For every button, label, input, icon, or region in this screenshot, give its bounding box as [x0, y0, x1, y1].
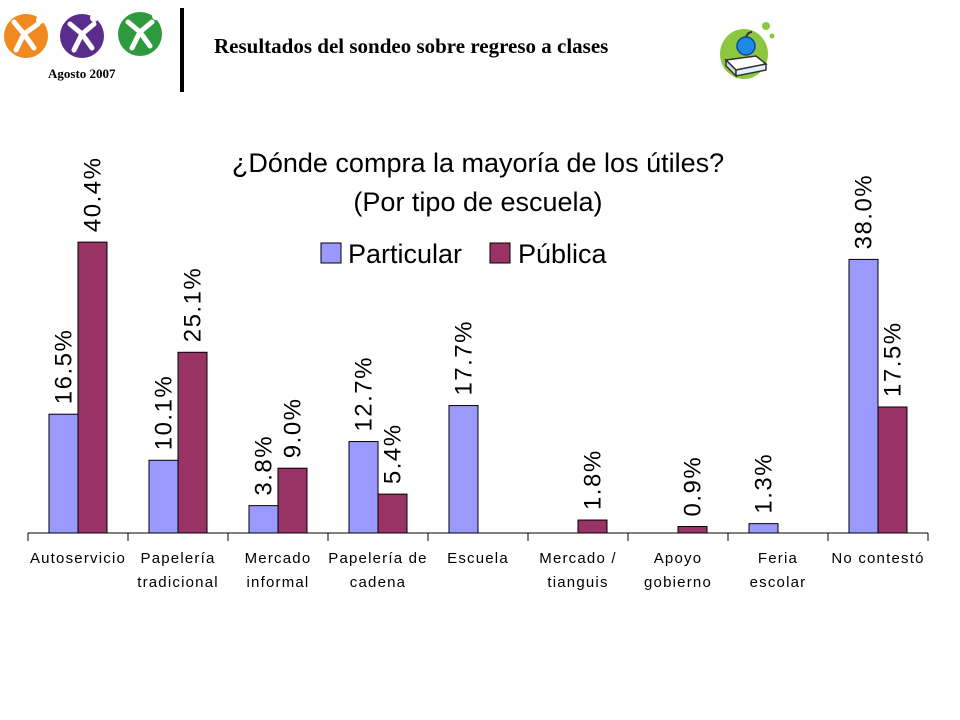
- x-tick-label: Mercado: [245, 550, 312, 567]
- header-date: Agosto 2007: [48, 66, 116, 81]
- bar-particular: [448, 405, 479, 534]
- data-label: 1.8%: [580, 449, 607, 510]
- page-title: Resultados del sondeo sobre regreso a cl…: [214, 34, 609, 58]
- data-label: 5.4%: [380, 423, 407, 484]
- data-label: 17.5%: [880, 321, 907, 397]
- logo-purple-figure-icon: [60, 14, 104, 58]
- legend-swatch-publica: [489, 242, 511, 264]
- bar-particular: [748, 523, 779, 534]
- data-label: 1.3%: [751, 453, 778, 514]
- x-tick-label: Papelería: [140, 550, 215, 567]
- header-divider: [180, 8, 184, 92]
- data-label: 25.1%: [180, 267, 207, 343]
- chart-legend: Particular Pública: [320, 239, 608, 269]
- bar-publica: [77, 241, 108, 534]
- legend-label-publica: Pública: [518, 239, 608, 269]
- x-tick-label: Mercado /: [539, 550, 617, 567]
- bar-publica: [377, 493, 408, 534]
- data-label: 38.0%: [851, 174, 878, 250]
- data-label: 9.0%: [280, 397, 307, 458]
- x-tick-label: cadena: [350, 574, 406, 591]
- x-tick-label: escolar: [750, 574, 807, 591]
- legend-swatch-particular: [320, 242, 342, 264]
- header-logos: [4, 12, 162, 58]
- logo-green-figure-icon: [118, 12, 162, 56]
- logo-orange-figure-icon: [4, 14, 48, 58]
- bar-publica: [877, 406, 908, 534]
- x-tick-label: Autoservicio: [30, 550, 126, 567]
- x-tick-label: informal: [247, 574, 310, 591]
- bar-particular: [48, 413, 79, 534]
- x-tick-label: Papelería de: [328, 550, 427, 567]
- data-label: 17.7%: [451, 320, 478, 396]
- x-tick-label: No contestó: [831, 550, 924, 567]
- data-label: 10.1%: [151, 375, 178, 451]
- bar-particular: [248, 505, 279, 534]
- data-label: 12.7%: [351, 356, 378, 432]
- bar-publica: [277, 467, 308, 534]
- x-tick-label: Apoyo: [654, 550, 703, 567]
- bar-particular: [348, 441, 379, 534]
- bar-publica: [677, 526, 708, 534]
- bar-publica: [577, 519, 608, 534]
- x-tick-label: Escuela: [447, 550, 509, 567]
- data-label: 16.5%: [51, 329, 78, 405]
- chart-subtitle: (Por tipo de escuela): [353, 187, 602, 217]
- legend-label-particular: Particular: [348, 239, 462, 269]
- bar-particular: [148, 459, 179, 534]
- x-tick-label: tianguis: [547, 574, 608, 591]
- bar-particular: [848, 258, 879, 534]
- x-tick-label: gobierno: [644, 574, 712, 591]
- plot-area: Autoservicio 16.5% 40.4% Papelería tradicion…: [27, 157, 929, 591]
- book-apple-icon: [720, 22, 775, 79]
- data-label: 3.8%: [251, 435, 278, 496]
- x-tick-label: Feria: [758, 550, 798, 567]
- chart-title: ¿Dónde compra la mayoría de los útiles?: [232, 148, 724, 178]
- data-label: 0.9%: [680, 456, 707, 517]
- bar-publica: [177, 351, 208, 534]
- data-label: 40.4%: [80, 157, 107, 233]
- x-tick-label: tradicional: [137, 574, 219, 591]
